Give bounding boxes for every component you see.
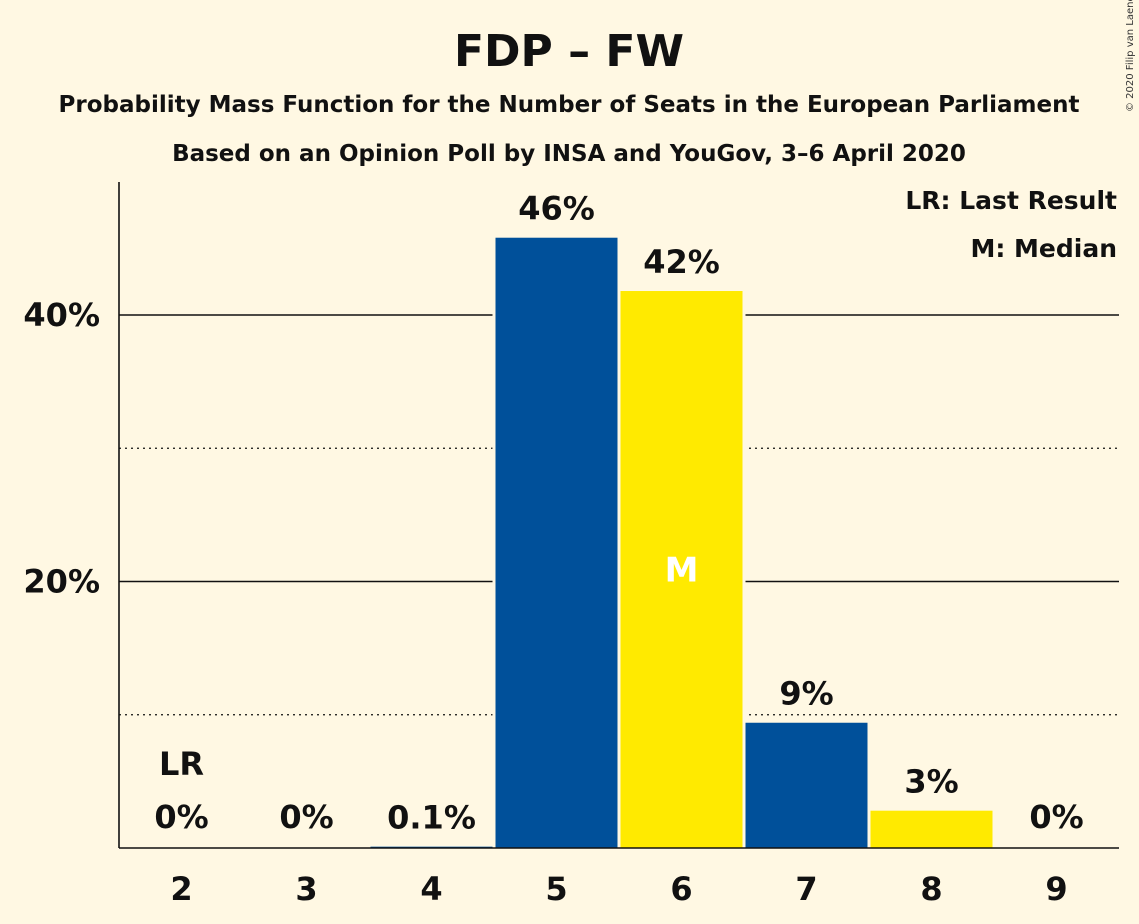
data-label-2: 0%	[154, 798, 208, 836]
bars	[367, 236, 996, 849]
chart-title: FDP – FW	[454, 26, 684, 77]
y-tick-label: 40%	[23, 296, 100, 334]
x-tick-label: 9	[1045, 870, 1067, 908]
legend-entry: LR: Last Result	[905, 186, 1117, 215]
x-tick-label: 7	[795, 870, 817, 908]
x-tick-label: 8	[920, 870, 942, 908]
data-label-8: 3%	[904, 763, 958, 801]
median-marker: M	[665, 551, 699, 591]
legend: LR: Last Result M: Median	[905, 186, 1117, 263]
last-result-marker: LR	[159, 745, 204, 783]
y-tick-label: 20%	[23, 563, 100, 601]
bar-8	[870, 810, 993, 848]
data-label-3: 0%	[279, 798, 333, 836]
legend-entry: M: Median	[970, 234, 1117, 263]
bar-6	[620, 291, 743, 848]
chart-subtitle-2: Based on an Opinion Poll by INSA and You…	[172, 141, 966, 167]
data-label-7: 9%	[779, 675, 833, 713]
x-tick-label: 3	[295, 870, 317, 908]
chart-subtitle-1: Probability Mass Function for the Number…	[59, 92, 1080, 118]
data-labels: 0% LR 0% 0.1% 46% 42% M 9% 3% 0%	[154, 190, 1083, 837]
axes: 20% 40% 2 3 4 5 6 7 8 9	[23, 182, 1119, 908]
data-label-5: 46%	[518, 190, 595, 228]
bar-7	[745, 722, 868, 848]
x-tick-label: 5	[545, 870, 567, 908]
x-tick-label: 4	[420, 870, 442, 908]
bar-5	[495, 237, 618, 849]
x-tick-label: 2	[170, 870, 192, 908]
data-label-9: 0%	[1029, 798, 1083, 836]
copyright-note: © 2020 Filip van Laenen	[1125, 0, 1136, 112]
data-label-4: 0.1%	[387, 799, 476, 837]
data-label-6: 42%	[643, 243, 720, 281]
x-tick-label: 6	[670, 870, 692, 908]
